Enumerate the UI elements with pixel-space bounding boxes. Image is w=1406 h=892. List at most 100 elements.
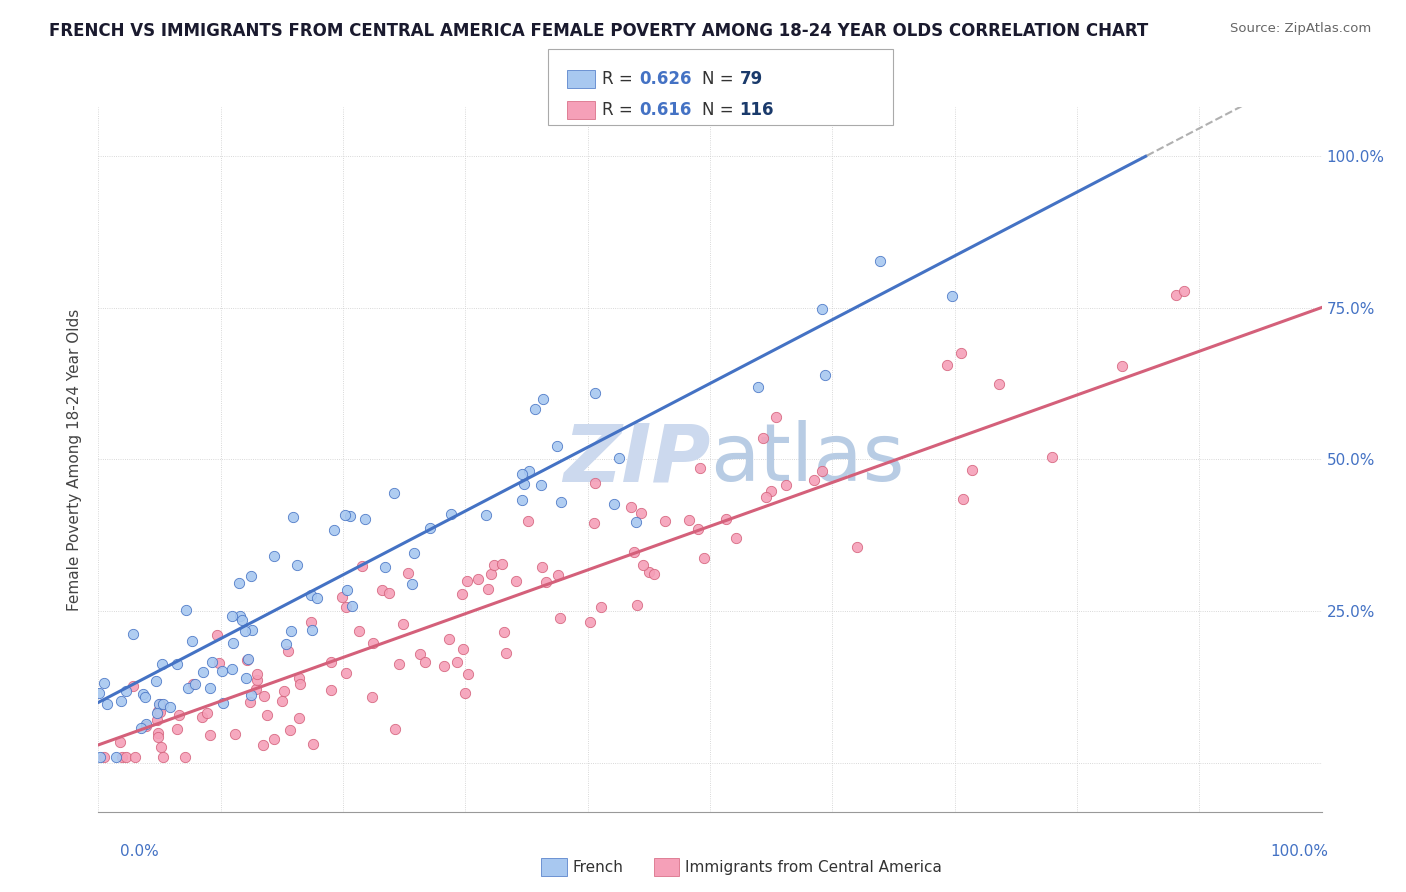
Point <box>374 559 396 574</box>
Point <box>245 681 267 696</box>
Point <box>89 686 111 700</box>
Point <box>531 392 554 406</box>
Point <box>285 558 308 573</box>
Point <box>755 490 778 504</box>
Point <box>146 704 169 718</box>
Point <box>148 697 170 711</box>
Point <box>404 547 426 561</box>
Point <box>491 558 513 572</box>
Point <box>339 508 361 523</box>
Point <box>1111 359 1133 373</box>
Point <box>716 512 738 526</box>
Point <box>191 710 214 724</box>
Point <box>620 500 643 514</box>
Point <box>148 725 170 739</box>
Point <box>271 694 294 708</box>
Point <box>630 506 652 520</box>
Point <box>208 656 231 670</box>
Text: 100.0%: 100.0% <box>1271 845 1329 859</box>
Point <box>869 253 891 268</box>
Point <box>456 574 478 588</box>
Point <box>221 608 243 623</box>
Point <box>446 655 468 669</box>
Point <box>135 719 157 733</box>
Point <box>253 689 276 703</box>
Point <box>505 574 527 589</box>
Point <box>534 575 557 590</box>
Point <box>550 494 572 508</box>
Point <box>495 646 517 660</box>
Point <box>546 439 568 453</box>
Point <box>413 655 436 669</box>
Point <box>1164 288 1187 302</box>
Point <box>678 513 700 527</box>
Point <box>246 673 269 687</box>
Text: 0.626: 0.626 <box>640 70 692 88</box>
Point <box>181 676 204 690</box>
Point <box>454 686 477 700</box>
Point <box>149 697 172 711</box>
Point <box>363 636 385 650</box>
Point <box>212 696 235 710</box>
Point <box>134 717 156 731</box>
Point <box>950 346 973 360</box>
Point <box>132 687 155 701</box>
Point <box>228 576 250 591</box>
Point <box>240 569 263 583</box>
Point <box>174 603 197 617</box>
Point <box>221 662 243 676</box>
Point <box>591 600 613 615</box>
Point <box>347 624 370 638</box>
Point <box>693 551 716 566</box>
Point <box>607 450 630 465</box>
Point <box>104 750 127 764</box>
Point <box>936 358 959 372</box>
Point <box>336 583 359 598</box>
Point <box>263 732 285 747</box>
Point <box>440 507 463 521</box>
Point <box>180 633 202 648</box>
Point <box>228 608 250 623</box>
Point <box>371 583 394 598</box>
Text: 0.0%: 0.0% <box>120 845 159 859</box>
Point <box>814 368 837 382</box>
Point <box>941 289 963 303</box>
Point <box>235 672 257 686</box>
Point <box>433 658 456 673</box>
Point <box>451 587 474 601</box>
Point <box>263 549 285 564</box>
Point <box>631 558 654 572</box>
Point <box>333 508 356 522</box>
Point <box>643 566 665 581</box>
Point <box>482 558 505 572</box>
Text: atlas: atlas <box>710 420 904 499</box>
Point <box>305 591 328 605</box>
Text: 116: 116 <box>740 102 775 120</box>
Text: N =: N = <box>702 70 738 88</box>
Point <box>222 636 245 650</box>
Point <box>654 514 676 528</box>
Point <box>342 599 364 613</box>
Point <box>150 740 173 755</box>
Point <box>396 566 419 580</box>
Point <box>1173 284 1195 298</box>
Point <box>252 738 274 752</box>
Point <box>110 694 132 708</box>
Point <box>392 617 415 632</box>
Point <box>195 706 218 720</box>
Point <box>122 679 145 693</box>
Point <box>173 750 195 764</box>
Point <box>384 722 406 736</box>
Point <box>811 464 834 478</box>
Text: Immigrants from Central America: Immigrants from Central America <box>685 860 942 874</box>
Point <box>583 516 606 530</box>
Point <box>686 522 709 536</box>
Point <box>524 401 547 416</box>
Text: 0.616: 0.616 <box>640 102 692 120</box>
Point <box>401 577 423 591</box>
Point <box>200 655 222 669</box>
Point <box>335 665 357 680</box>
Point <box>492 625 515 640</box>
Point <box>301 737 323 751</box>
Point <box>330 590 353 604</box>
